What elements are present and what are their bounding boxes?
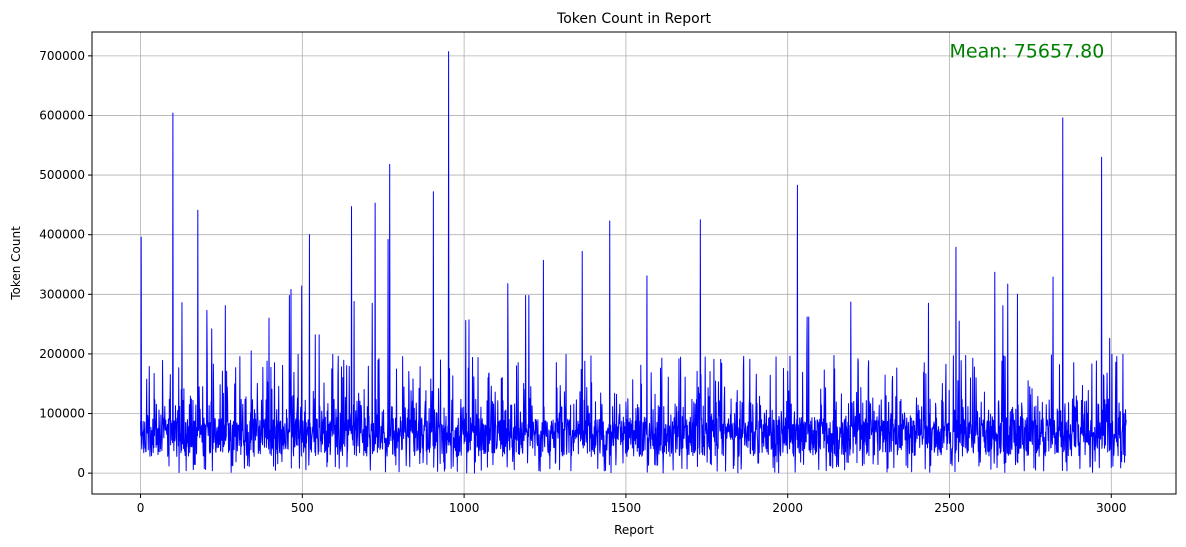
x-tick-label: 1500 (611, 501, 642, 515)
y-axis-ticks: 0 100000 200000 300000 400000 500000 600000 700… (39, 49, 92, 480)
y-axis-label: Token Count (9, 226, 23, 301)
y-tick-label: 100000 (39, 407, 85, 421)
x-tick-label: 0 (137, 501, 145, 515)
x-tick-label: 1000 (449, 501, 480, 515)
y-tick-label: 200000 (39, 347, 85, 361)
y-tick-label: 600000 (39, 108, 85, 122)
x-axis-label: Report (614, 523, 654, 537)
x-tick-label: 500 (291, 501, 314, 515)
x-tick-label: 2000 (772, 501, 803, 515)
y-tick-label: 300000 (39, 287, 85, 301)
x-tick-label: 2500 (934, 501, 965, 515)
y-tick-label: 400000 (39, 228, 85, 242)
x-axis-ticks: 0 500 1000 1500 2000 2500 3000 (137, 494, 1127, 515)
series (140, 51, 1127, 474)
chart-title: Token Count in Report (556, 11, 711, 27)
series-line (140, 51, 1127, 474)
axes-frame (91, 31, 1177, 495)
y-tick-label: 500000 (39, 168, 85, 182)
y-tick-label: 0 (77, 466, 85, 480)
mean-annotation: Mean: 75657.80 (949, 41, 1104, 63)
x-tick-label: 3000 (1096, 501, 1127, 515)
y-tick-label: 700000 (39, 49, 85, 63)
